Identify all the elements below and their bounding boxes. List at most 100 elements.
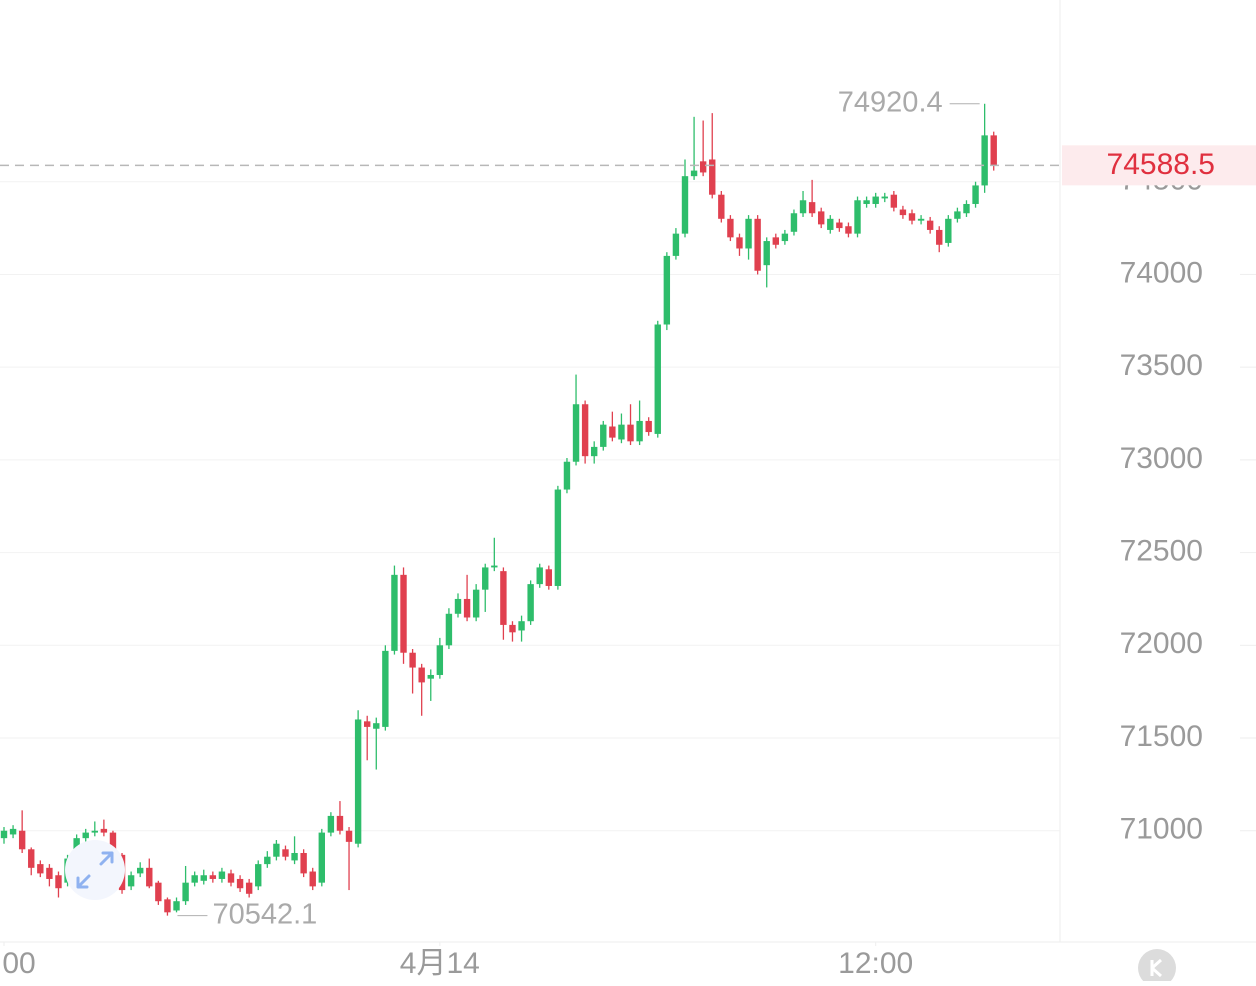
candle-body <box>364 721 371 727</box>
candle-body <box>827 218 834 230</box>
expand-icon[interactable] <box>65 840 125 900</box>
candle-body <box>482 567 489 590</box>
candle-body <box>9 828 17 835</box>
candle-body <box>291 852 298 861</box>
candle-body <box>28 849 35 868</box>
candle-body <box>55 875 62 889</box>
candle-body <box>600 424 607 447</box>
candle-body <box>173 901 180 911</box>
candle-body <box>137 867 144 874</box>
candle-body <box>472 589 480 618</box>
candle-body <box>182 882 189 902</box>
candle-body <box>881 196 888 199</box>
candle-body <box>609 426 616 438</box>
candle-body <box>972 185 979 204</box>
candle-body <box>690 170 698 177</box>
candle-body <box>509 624 516 633</box>
candle-body <box>100 828 108 833</box>
grid: 7100071500720007250073000735007400074500… <box>0 164 1256 980</box>
candle-body <box>282 849 289 857</box>
candle-body <box>373 723 380 729</box>
candle-body <box>273 843 280 857</box>
candle-body <box>981 135 988 186</box>
candle-body <box>581 404 589 457</box>
y-tick-label: 74000 <box>1120 256 1203 289</box>
candle-body <box>908 213 916 221</box>
candle-body <box>318 832 325 883</box>
logo <box>1138 949 1176 986</box>
x-tick-label: 00 <box>2 947 35 980</box>
candle-body <box>745 218 752 249</box>
candle-body <box>454 598 462 614</box>
low-label: 70542.1 <box>212 898 317 930</box>
candle-body <box>345 830 353 842</box>
candle-body <box>836 222 843 229</box>
candle-body <box>18 830 26 850</box>
y-tick-label: 73000 <box>1120 442 1203 475</box>
high-label: 74920.4 <box>838 86 943 118</box>
candle-body <box>109 832 117 855</box>
candle-body <box>463 598 471 618</box>
candle-body <box>699 161 707 173</box>
candle-body <box>91 830 98 833</box>
candles <box>0 103 997 916</box>
candle-body <box>164 899 171 913</box>
candle-body <box>264 856 271 865</box>
candle-body <box>245 882 253 894</box>
candle-body <box>917 218 925 221</box>
y-tick-label: 72500 <box>1120 535 1203 568</box>
candle-body <box>445 613 453 646</box>
candle-body <box>645 420 652 433</box>
candle-body <box>436 645 444 675</box>
candle-body <box>636 420 643 442</box>
candle-body <box>563 461 571 490</box>
candle-body <box>37 864 44 874</box>
candle-body <box>400 574 407 653</box>
candle-body <box>736 237 743 249</box>
candle-body <box>236 878 244 889</box>
overlay: 74920.4 70542.1 74588.5 <box>0 86 1256 930</box>
x-tick-label: 12:00 <box>838 947 913 980</box>
candle-body <box>808 202 816 214</box>
candle-body <box>46 867 53 879</box>
candle-body <box>155 882 162 902</box>
candle-body <box>382 650 389 727</box>
candle-body <box>854 200 861 234</box>
candle-body <box>799 200 807 214</box>
candle-body <box>990 135 997 166</box>
candle-body <box>427 674 434 679</box>
y-tick-label: 73500 <box>1120 349 1203 382</box>
candle-body <box>572 404 580 462</box>
last-price-label: 74588.5 <box>1107 148 1215 181</box>
candle-body <box>727 218 734 238</box>
candle-body <box>781 233 789 242</box>
candle-body <box>418 667 425 683</box>
candle-body <box>391 574 398 651</box>
candle-body <box>0 830 8 839</box>
candle-body <box>227 873 235 883</box>
candle-body <box>963 203 970 214</box>
candle-body <box>218 871 226 879</box>
candle-body <box>209 875 217 879</box>
candle-body <box>872 196 879 204</box>
candle-body <box>255 864 262 887</box>
candle-body <box>718 194 725 219</box>
candle-body <box>518 621 525 631</box>
candle-body <box>945 218 952 243</box>
candle-body <box>818 211 825 225</box>
candle-body <box>545 569 552 586</box>
candle-body <box>127 875 135 887</box>
y-tick-label: 71500 <box>1120 720 1203 753</box>
candle-body <box>309 871 316 887</box>
candle-body <box>300 852 307 874</box>
candle-body <box>763 241 770 266</box>
candle-body <box>82 832 89 839</box>
candle-body <box>672 233 680 256</box>
candle-body <box>863 200 870 204</box>
candle-body <box>845 226 852 234</box>
candle-body <box>754 218 761 271</box>
candle-body <box>336 815 344 831</box>
candle-body <box>191 875 198 883</box>
candle-body <box>327 815 335 833</box>
